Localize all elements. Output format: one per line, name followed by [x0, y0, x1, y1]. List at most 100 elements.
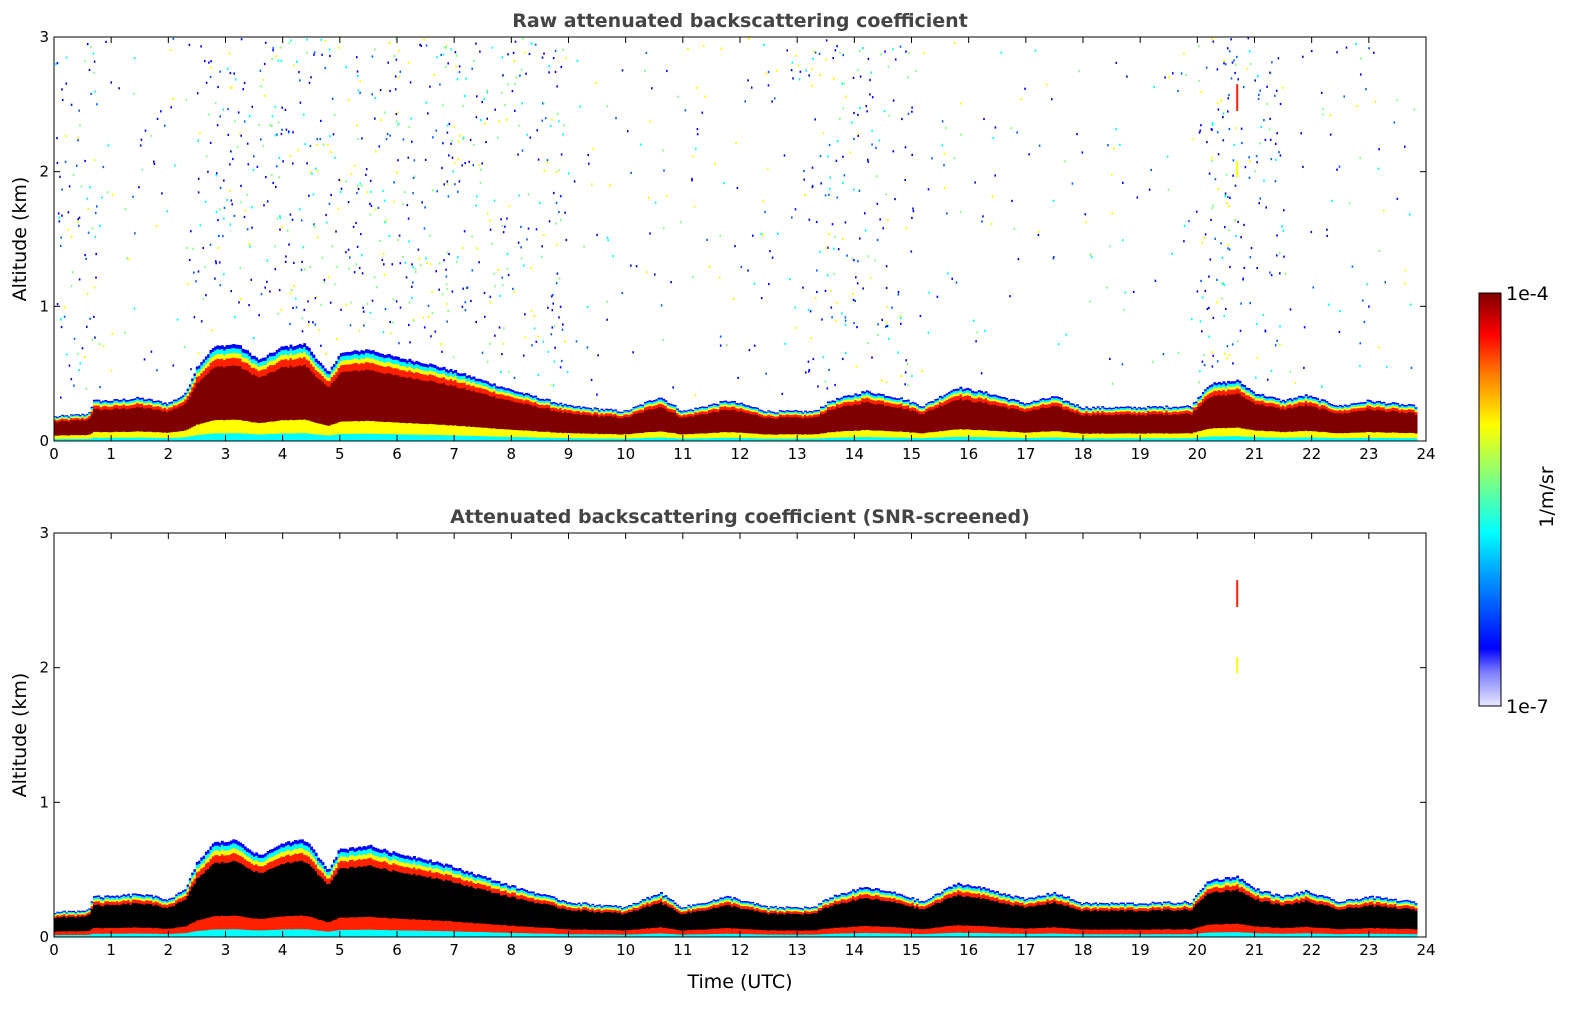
layer-band — [1213, 387, 1217, 391]
layer-band — [124, 400, 128, 403]
layer-band — [968, 429, 972, 438]
layer-band — [257, 371, 261, 379]
layer-band — [577, 409, 581, 412]
noise-point — [94, 212, 97, 215]
noise-point — [70, 103, 73, 106]
layer-band — [637, 406, 640, 410]
layer-band — [499, 388, 503, 392]
layer-band — [1368, 432, 1372, 439]
layer-band — [1067, 406, 1070, 411]
layer-band — [1378, 406, 1381, 411]
layer-band — [1144, 413, 1148, 417]
noise-point — [513, 376, 516, 379]
layer-band — [749, 438, 752, 442]
layer-band — [547, 431, 551, 439]
layer-band — [408, 376, 412, 424]
layer-band — [287, 355, 291, 361]
layer-band — [1069, 432, 1073, 439]
layer-band — [1405, 413, 1409, 434]
layer-band — [134, 400, 137, 403]
layer-band — [666, 438, 670, 442]
layer-band — [1019, 432, 1022, 439]
layer-band — [230, 358, 233, 367]
layer-band — [431, 424, 435, 436]
layer-band — [698, 408, 702, 411]
layer-band — [1378, 437, 1381, 442]
layer-band — [605, 438, 608, 442]
layer-band — [1025, 432, 1029, 439]
layer-band — [161, 411, 165, 434]
layer-band — [1215, 385, 1219, 389]
noise-point — [409, 341, 411, 344]
layer-band — [527, 437, 531, 442]
noise-point — [276, 217, 279, 220]
layer-band — [271, 421, 275, 435]
layer-band — [1140, 433, 1144, 439]
layer-band — [941, 396, 945, 399]
layer-band — [120, 403, 124, 407]
layer-band — [847, 430, 851, 438]
noise-point — [507, 273, 510, 277]
layer-band — [820, 409, 823, 412]
layer-band — [1403, 412, 1406, 434]
layer-band — [861, 393, 865, 397]
layer-band — [694, 433, 698, 439]
layer-band — [92, 399, 96, 402]
noise-point — [498, 326, 501, 329]
layer-band — [488, 391, 492, 397]
layer-band — [131, 402, 135, 406]
layer-band — [152, 401, 156, 404]
layer-band — [184, 397, 188, 400]
layer-band — [1233, 383, 1237, 388]
layer-band — [56, 419, 60, 421]
layer-band — [730, 409, 734, 433]
layer-band — [479, 387, 483, 394]
layer-band — [536, 399, 540, 403]
noise-point — [1235, 234, 1237, 238]
noise-point — [562, 323, 564, 326]
layer-band — [227, 433, 231, 442]
noise-point — [443, 259, 445, 262]
layer-band — [1307, 402, 1310, 407]
layer-band — [99, 432, 103, 439]
layer-band — [470, 379, 474, 384]
layer-band — [1245, 399, 1249, 430]
layer-band — [1133, 433, 1137, 439]
layer-band — [493, 383, 496, 387]
layer-band — [1364, 405, 1368, 408]
layer-band — [108, 437, 112, 442]
layer-band — [735, 438, 739, 442]
layer-band — [687, 434, 691, 439]
layer-band — [1407, 404, 1411, 406]
noise-point — [1276, 339, 1278, 342]
layer-band — [474, 427, 478, 437]
layer-band — [568, 409, 572, 414]
layer-band — [440, 377, 444, 385]
noise-point — [313, 223, 315, 226]
layer-band — [161, 408, 165, 412]
layer-band — [865, 395, 869, 398]
layer-band — [751, 408, 755, 411]
layer-band — [982, 403, 986, 431]
layer-band — [881, 437, 885, 442]
layer-band — [792, 411, 796, 414]
layer-band — [317, 372, 320, 379]
layer-band — [472, 426, 476, 437]
noise-point — [1199, 129, 1202, 132]
layer-band — [1254, 430, 1258, 438]
layer-band — [1172, 433, 1176, 439]
layer-band — [639, 407, 643, 410]
layer-band — [589, 412, 592, 416]
layer-band — [294, 359, 297, 368]
layer-band — [449, 425, 453, 436]
layer-band — [573, 433, 576, 439]
noise-point — [124, 331, 126, 334]
layer-band — [257, 423, 261, 435]
layer-band — [442, 424, 446, 436]
layer-band — [266, 358, 270, 363]
layer-band — [1099, 433, 1102, 439]
layer-band — [1272, 406, 1276, 432]
layer-band — [778, 416, 782, 435]
layer-band — [804, 411, 807, 414]
layer-band — [550, 437, 554, 442]
